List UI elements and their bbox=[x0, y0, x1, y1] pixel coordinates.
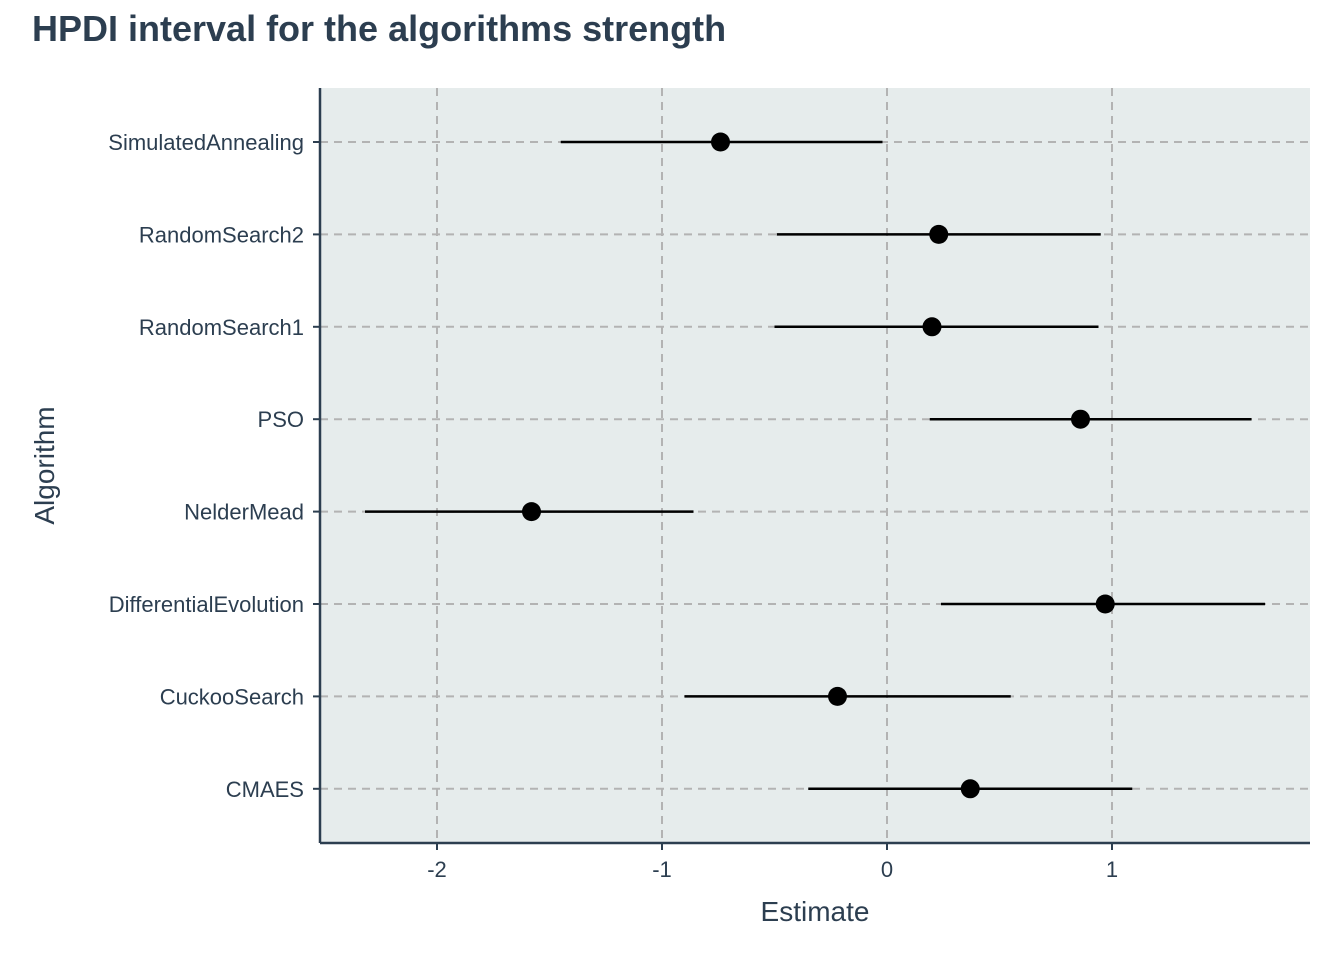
y-tick-label: CMAES bbox=[226, 777, 304, 802]
estimate-point bbox=[1071, 409, 1090, 429]
estimate-point bbox=[711, 132, 730, 152]
y-tick-label: DifferentialEvolution bbox=[109, 592, 304, 617]
y-tick-label: PSO bbox=[258, 407, 304, 432]
estimate-point bbox=[922, 317, 942, 337]
x-tick-label: 1 bbox=[1106, 857, 1118, 882]
y-tick-label: CuckooSearch bbox=[160, 684, 304, 709]
plot-panel bbox=[320, 88, 1310, 843]
x-tick-label: -2 bbox=[427, 857, 447, 882]
x-tick-label: -1 bbox=[652, 857, 672, 882]
y-tick-label: RandomSearch1 bbox=[139, 315, 304, 340]
axes-layer bbox=[313, 88, 1310, 850]
labels-layer: -2 -1 0 1 SimulatedAnnealing RandomSearch2 Ran… bbox=[108, 130, 1118, 882]
y-tick-label: NelderMead bbox=[184, 500, 304, 525]
chart-title: HPDI interval for the algorithms strengt… bbox=[32, 8, 727, 49]
x-axis-title: Estimate bbox=[761, 896, 870, 927]
estimate-point bbox=[828, 686, 847, 706]
y-tick-label: SimulatedAnnealing bbox=[108, 130, 304, 155]
estimate-point bbox=[1095, 594, 1115, 614]
estimate-point bbox=[522, 502, 541, 522]
estimate-point bbox=[929, 224, 949, 244]
x-tick-label: 0 bbox=[881, 857, 893, 882]
estimate-point bbox=[960, 779, 980, 799]
y-tick-label: RandomSearch2 bbox=[139, 222, 304, 247]
marks-layer bbox=[365, 132, 1265, 799]
y-axis-title: Algorithm bbox=[29, 406, 60, 524]
